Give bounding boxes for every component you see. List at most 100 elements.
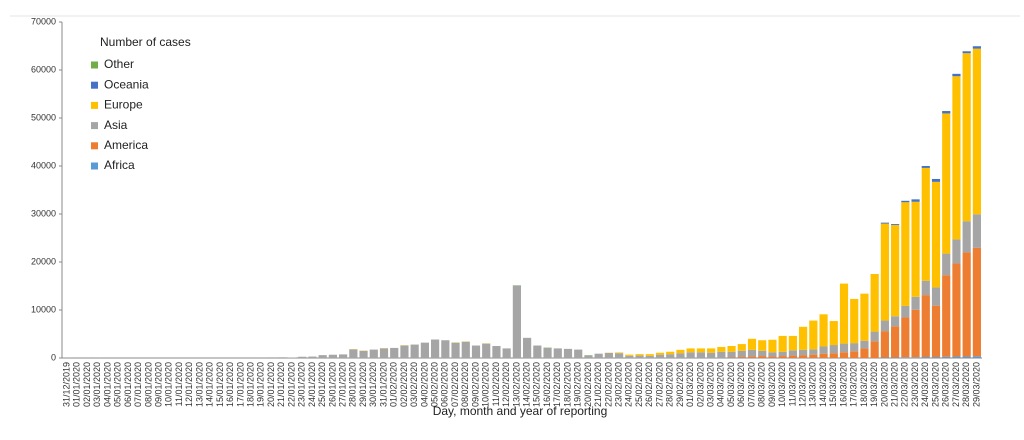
bar-segment	[962, 252, 971, 357]
bar-segment	[891, 225, 900, 317]
bar-segment	[379, 348, 389, 358]
x-tick-label: 04/01/2020	[102, 362, 112, 407]
x-tick-label: 21/01/2020	[276, 362, 286, 407]
x-tick-label: 11/01/2020	[174, 362, 184, 406]
x-tick-label: 05/02/2020	[429, 362, 439, 407]
legend-swatch	[91, 122, 98, 130]
bar-segment	[952, 356, 961, 358]
x-tick-label: 27/02/2020	[654, 362, 664, 407]
bar-segment	[676, 353, 685, 358]
x-tick-label: 10/01/2020	[164, 362, 174, 407]
bar-segment	[758, 350, 767, 357]
bar-segment	[666, 351, 675, 355]
x-tick-label: 08/03/2020	[757, 362, 767, 407]
bar-segment	[962, 356, 971, 358]
x-tick-label: 25/01/2020	[317, 362, 327, 407]
x-tick-label: 20/02/2020	[583, 362, 593, 407]
bar-segment	[901, 357, 910, 358]
x-tick-label: 02/02/2020	[399, 362, 409, 407]
bar-segment	[829, 321, 838, 346]
bar-segment	[952, 76, 961, 240]
bar-segment	[911, 309, 920, 358]
bar-segment	[819, 314, 828, 347]
x-tick-label: 07/01/2020	[133, 362, 143, 407]
bar-segment	[850, 298, 859, 344]
bar-segment	[799, 355, 808, 358]
x-tick-label: 25/03/2020	[930, 362, 940, 407]
bar-segment	[972, 48, 981, 215]
x-tick-label: 04/02/2020	[419, 362, 429, 407]
bar-segment	[921, 295, 930, 358]
x-tick-label: 08/01/2020	[143, 362, 153, 407]
bar-segment	[737, 357, 746, 358]
x-tick-label: 23/03/2020	[910, 362, 920, 407]
bar-segment	[553, 348, 562, 358]
bar-segment	[860, 340, 869, 349]
x-tick-label: 19/01/2020	[256, 362, 266, 407]
bar-segment	[594, 353, 603, 358]
bar-segment	[758, 340, 767, 351]
y-tick-label: 40000	[31, 160, 56, 170]
legend-label: Africa	[104, 158, 135, 172]
bar-segment	[717, 351, 726, 358]
x-tick-label: 11/03/2020	[787, 362, 797, 406]
x-tick-label: 03/02/2020	[409, 362, 419, 407]
bar-segment	[768, 356, 777, 358]
bar-segment	[635, 355, 644, 358]
x-tick-label: 17/02/2020	[552, 362, 562, 407]
x-tick-label: 09/01/2020	[153, 362, 163, 407]
bar-segment	[390, 347, 399, 358]
bar-segment	[829, 345, 838, 354]
bar-segment	[931, 305, 941, 358]
x-tick-label: 24/02/2020	[624, 362, 634, 407]
x-tick-label: 02/03/2020	[695, 362, 705, 407]
bar-segment	[737, 350, 746, 358]
bar-segment	[318, 355, 327, 358]
bar-segment	[758, 356, 767, 358]
bar-segment	[339, 354, 348, 358]
bar-segment	[686, 348, 695, 353]
bar-segment	[359, 350, 368, 358]
bar-segment	[809, 349, 818, 355]
x-tick-label: 26/01/2020	[327, 362, 337, 407]
x-tick-label: 03/03/2020	[705, 362, 715, 407]
bar-segment	[676, 349, 685, 354]
bar-segment	[482, 343, 491, 358]
bar-segment	[492, 346, 501, 358]
y-tick-label: 0	[51, 352, 56, 362]
bar-segment	[717, 346, 726, 352]
x-tick-label: 13/02/2020	[511, 362, 521, 407]
bar-segment	[921, 166, 930, 168]
bar-segment	[870, 341, 879, 358]
x-tick-label: 14/01/2020	[205, 362, 215, 407]
x-tick-label: 29/01/2020	[358, 362, 368, 407]
x-tick-label: 22/03/2020	[900, 362, 910, 407]
bar-segment	[431, 339, 440, 358]
bar-segment	[696, 348, 705, 353]
bar-segment	[962, 53, 971, 222]
legend-title: Number of cases	[100, 35, 191, 49]
x-tick-label: 30/01/2020	[368, 362, 378, 407]
x-tick-label: 27/03/2020	[951, 362, 961, 407]
bar-segment	[369, 349, 378, 358]
x-tick-label: 31/01/2020	[378, 362, 388, 407]
bar-segment	[942, 356, 951, 358]
legend-swatch	[91, 81, 98, 89]
x-tick-label: 02/01/2020	[82, 362, 92, 407]
x-tick-label: 06/02/2020	[440, 362, 450, 407]
bar-segment	[850, 343, 859, 352]
x-tick-label: 18/02/2020	[562, 362, 572, 407]
bar-segment	[870, 331, 879, 342]
bar-segment	[809, 320, 818, 350]
x-tick-label: 03/01/2020	[92, 362, 102, 407]
bar-segment	[747, 356, 757, 358]
legend-label: Other	[104, 57, 134, 71]
x-tick-label: 26/03/2020	[941, 362, 951, 407]
legend-label: Oceania	[104, 77, 149, 91]
legend-swatch	[91, 61, 98, 69]
x-tick-label: 22/01/2020	[286, 362, 296, 407]
bar-segment	[839, 352, 849, 358]
bar-segment	[952, 73, 961, 77]
x-tick-label: 19/02/2020	[573, 362, 583, 407]
x-tick-label: 15/02/2020	[532, 362, 542, 407]
